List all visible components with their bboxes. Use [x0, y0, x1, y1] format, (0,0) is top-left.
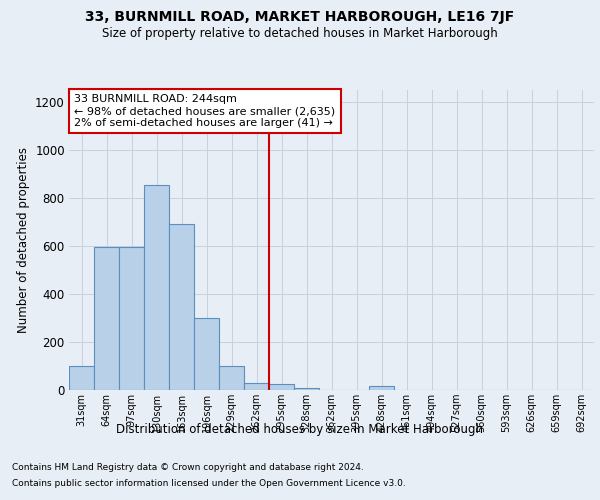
Bar — [169, 224, 194, 390]
Y-axis label: Number of detached properties: Number of detached properties — [17, 147, 29, 333]
Bar — [69, 366, 94, 390]
Text: 33, BURNMILL ROAD, MARKET HARBOROUGH, LE16 7JF: 33, BURNMILL ROAD, MARKET HARBOROUGH, LE… — [85, 10, 515, 24]
Bar — [369, 386, 394, 390]
Bar — [144, 185, 169, 390]
Text: Contains public sector information licensed under the Open Government Licence v3: Contains public sector information licen… — [12, 478, 406, 488]
Bar — [219, 366, 244, 390]
Text: Contains HM Land Registry data © Crown copyright and database right 2024.: Contains HM Land Registry data © Crown c… — [12, 464, 364, 472]
Text: Distribution of detached houses by size in Market Harborough: Distribution of detached houses by size … — [116, 422, 484, 436]
Text: 33 BURNMILL ROAD: 244sqm
← 98% of detached houses are smaller (2,635)
2% of semi: 33 BURNMILL ROAD: 244sqm ← 98% of detach… — [74, 94, 335, 128]
Bar — [269, 384, 294, 390]
Bar — [119, 247, 144, 390]
Bar — [244, 383, 269, 390]
Bar — [294, 388, 319, 390]
Text: Size of property relative to detached houses in Market Harborough: Size of property relative to detached ho… — [102, 28, 498, 40]
Bar — [94, 247, 119, 390]
Bar — [194, 318, 219, 390]
